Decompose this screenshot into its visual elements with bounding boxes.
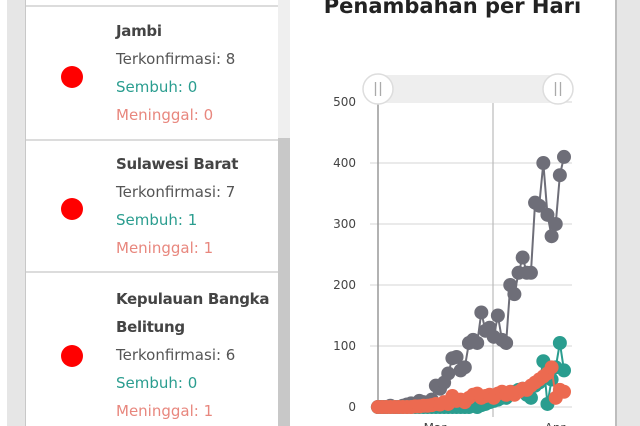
death-count: Meninggal: 0 xyxy=(116,106,214,124)
data-point[interactable] xyxy=(499,335,514,350)
recovered-count: Sembuh: 1 xyxy=(116,211,198,229)
range-slider-track[interactable] xyxy=(372,75,562,103)
data-point[interactable] xyxy=(490,308,505,323)
death-count: Meninggal: 1 xyxy=(116,402,214,420)
data-point[interactable] xyxy=(457,360,472,375)
status-dot-icon xyxy=(61,198,83,220)
province-name: Sulawesi Barat xyxy=(116,155,239,173)
left-gutter xyxy=(7,0,25,426)
list-item-kepulauan-bangka-belitung[interactable]: Kepulauan Bangka Belitung Terkonfirmasi:… xyxy=(26,271,279,426)
data-point[interactable] xyxy=(523,265,538,280)
data-point[interactable] xyxy=(544,360,559,375)
range-slider-handle[interactable] xyxy=(542,73,574,105)
right-gutter xyxy=(615,0,640,426)
data-point[interactable] xyxy=(544,229,559,244)
data-point[interactable] xyxy=(507,287,522,302)
province-list[interactable]: Jambi Terkonfirmasi: 8 Sembuh: 0 Meningg… xyxy=(25,0,279,426)
y-tick-label: 500 xyxy=(333,95,356,109)
data-point[interactable] xyxy=(470,335,485,350)
confirmed-count: Terkonfirmasi: 6 xyxy=(116,346,236,364)
status-dot-icon xyxy=(61,66,83,88)
scrollbar-thumb[interactable] xyxy=(278,138,290,426)
data-point[interactable] xyxy=(557,149,571,164)
range-slider-handle[interactable] xyxy=(362,73,394,105)
y-tick-label: 200 xyxy=(333,278,356,292)
data-point[interactable] xyxy=(536,156,551,170)
list-item-jambi[interactable]: Jambi Terkonfirmasi: 8 Sembuh: 0 Meningg… xyxy=(26,5,279,141)
confirmed-count: Terkonfirmasi: 8 xyxy=(116,50,236,68)
daily-increase-chart[interactable]: 0 100 200 300 400 500 Mar Apr xyxy=(290,0,615,426)
data-point[interactable] xyxy=(557,384,571,399)
data-point[interactable] xyxy=(548,217,563,231)
x-tick-label: Apr xyxy=(545,421,566,426)
list-scrollbar[interactable] xyxy=(278,0,290,426)
data-point[interactable] xyxy=(515,250,530,265)
x-tick-label: Mar xyxy=(424,421,447,426)
data-point[interactable] xyxy=(540,207,555,222)
data-point[interactable] xyxy=(449,349,464,364)
recovered-count: Sembuh: 0 xyxy=(116,374,198,392)
y-tick-label: 0 xyxy=(348,400,356,414)
data-point[interactable] xyxy=(474,305,489,320)
province-name: Kepulauan Bangka xyxy=(116,290,270,308)
status-dot-icon xyxy=(61,345,83,367)
chart-title: Penambahan per Hari xyxy=(323,0,582,18)
data-point[interactable] xyxy=(441,366,456,381)
data-point[interactable] xyxy=(552,168,567,183)
data-point[interactable] xyxy=(532,198,547,213)
data-point[interactable] xyxy=(552,335,567,350)
death-count: Meninggal: 1 xyxy=(116,239,214,257)
confirmed-count: Terkonfirmasi: 7 xyxy=(116,183,236,201)
recovered-count: Sembuh: 0 xyxy=(116,78,198,96)
province-name-line2: Belitung xyxy=(116,318,185,336)
province-name: Jambi xyxy=(116,22,162,40)
data-point[interactable] xyxy=(557,363,571,378)
list-item-sulawesi-barat[interactable]: Sulawesi Barat Terkonfirmasi: 7 Sembuh: … xyxy=(26,139,279,273)
y-tick-label: 100 xyxy=(333,339,356,353)
y-tick-label: 400 xyxy=(333,156,356,170)
y-tick-label: 300 xyxy=(333,217,356,231)
